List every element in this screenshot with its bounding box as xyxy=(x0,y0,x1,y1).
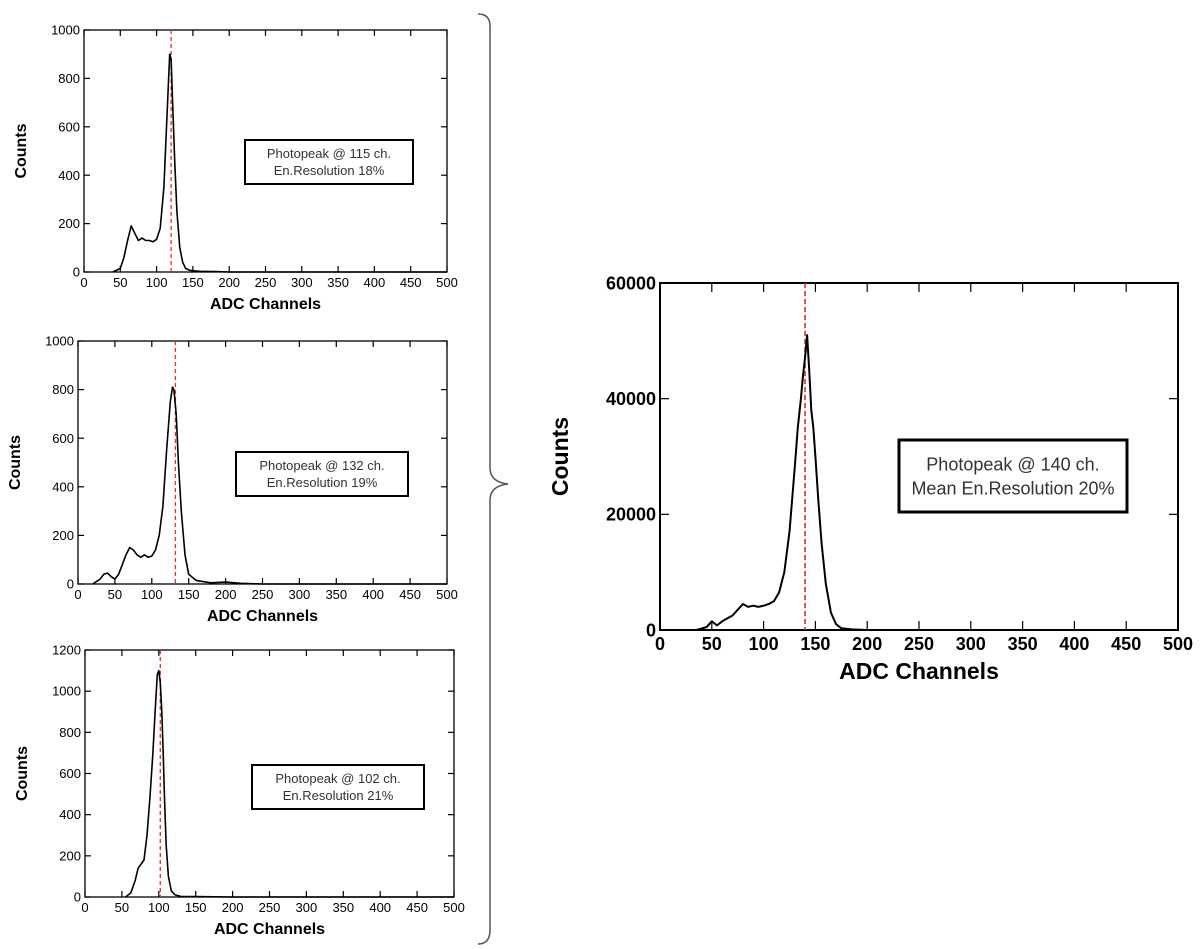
x-tick-label: 300 xyxy=(289,587,311,602)
grouping-bracket xyxy=(477,13,509,945)
x-tick-label: 100 xyxy=(141,587,163,602)
y-tick-label: 400 xyxy=(58,168,80,183)
y-tick-label: 40000 xyxy=(606,389,656,409)
y-tick-label: 800 xyxy=(58,71,80,86)
annotation-text: En.Resolution 18% xyxy=(274,163,385,178)
y-tick-label: 400 xyxy=(59,807,81,822)
x-tick-label: 400 xyxy=(369,900,391,915)
x-tick-label: 50 xyxy=(108,587,122,602)
y-axis-title: Counts xyxy=(7,435,24,490)
annotation-text: Photopeak @ 102 ch. xyxy=(275,771,400,786)
x-axis-title: ADC Channels xyxy=(214,921,325,938)
x-tick-label: 200 xyxy=(218,275,240,290)
y-tick-label: 400 xyxy=(52,479,74,494)
annotation-box xyxy=(897,438,1129,514)
y-tick-label: 800 xyxy=(59,725,81,740)
annotation-text: En.Resolution 19% xyxy=(267,475,378,490)
x-tick-label: 100 xyxy=(146,275,168,290)
x-tick-label: 150 xyxy=(178,587,200,602)
spectrum-line xyxy=(92,386,447,585)
x-tick-label: 200 xyxy=(215,587,237,602)
x-tick-label: 450 xyxy=(1111,634,1141,654)
annotation-text: Mean En.Resolution 20% xyxy=(911,478,1114,498)
y-tick-label: 600 xyxy=(58,119,80,134)
y-tick-label: 1000 xyxy=(45,334,74,349)
x-tick-label: 50 xyxy=(702,634,722,654)
x-tick-label: 250 xyxy=(259,900,281,915)
y-tick-label: 200 xyxy=(59,848,81,863)
y-tick-label: 200 xyxy=(58,216,80,231)
histogram-panel-2: 0 50 100 150 200 250 300 350 400 450 500 0 200 400 600… xyxy=(7,334,458,625)
x-tick-label: 500 xyxy=(443,900,465,915)
x-tick-label: 150 xyxy=(182,275,204,290)
y-tick-label: 0 xyxy=(67,577,74,592)
y-tick-label: 800 xyxy=(52,382,74,397)
y-axis-title: Counts xyxy=(14,746,31,801)
annotation-box xyxy=(251,764,425,810)
x-tick-label: 0 xyxy=(74,587,81,602)
x-tick-label: 250 xyxy=(255,275,277,290)
summed-histogram-panel: 0 50 100 150 200 250 300 350 400 450 500 0 20000 4000… xyxy=(547,273,1193,684)
x-tick-label: 400 xyxy=(1059,634,1089,654)
x-axis-title: ADC Channels xyxy=(839,658,999,684)
histogram-panel-1: 0 50 100 150 200 250 300 350 400 450 500 0 200 400 600… xyxy=(13,23,458,313)
x-tick-label: 50 xyxy=(113,275,127,290)
x-axis-title: ADC Channels xyxy=(210,296,321,313)
spectrum-line xyxy=(112,53,447,273)
x-tick-label: 500 xyxy=(436,587,458,602)
spectrum-line xyxy=(660,334,1178,631)
x-tick-label: 400 xyxy=(362,587,384,602)
y-tick-label: 0 xyxy=(74,890,81,905)
annotation-box xyxy=(235,451,409,497)
x-tick-label: 450 xyxy=(406,900,428,915)
x-tick-label: 150 xyxy=(185,900,207,915)
y-tick-label: 1000 xyxy=(52,684,81,699)
x-tick-label: 350 xyxy=(325,587,347,602)
x-tick-label: 0 xyxy=(655,634,665,654)
x-tick-label: 500 xyxy=(1163,634,1193,654)
y-tick-label: 1200 xyxy=(52,643,81,658)
annotation-text: Photopeak @ 132 ch. xyxy=(259,458,384,473)
x-tick-label: 300 xyxy=(296,900,318,915)
y-tick-label: 600 xyxy=(59,766,81,781)
y-tick-label: 60000 xyxy=(606,273,656,293)
x-tick-label: 250 xyxy=(252,587,274,602)
x-tick-label: 0 xyxy=(81,900,88,915)
y-axis-title: Counts xyxy=(13,123,30,178)
y-tick-label: 1000 xyxy=(51,23,80,38)
x-axis-title: ADC Channels xyxy=(207,608,318,625)
x-tick-label: 350 xyxy=(327,275,349,290)
x-tick-label: 300 xyxy=(956,634,986,654)
x-tick-label: 450 xyxy=(399,587,421,602)
x-tick-label: 200 xyxy=(852,634,882,654)
x-tick-label: 100 xyxy=(749,634,779,654)
x-tick-label: 450 xyxy=(400,275,422,290)
annotation-text: En.Resolution 21% xyxy=(283,788,394,803)
y-tick-label: 600 xyxy=(52,431,74,446)
annotation-box xyxy=(244,139,414,185)
x-tick-label: 0 xyxy=(80,275,87,290)
y-axis-title: Counts xyxy=(547,417,573,496)
y-tick-label: 200 xyxy=(52,528,74,543)
x-tick-label: 500 xyxy=(436,275,458,290)
y-tick-label: 20000 xyxy=(606,505,656,525)
spectrum-line xyxy=(125,669,454,898)
y-tick-label: 0 xyxy=(73,265,80,280)
annotation-text: Photopeak @ 140 ch. xyxy=(926,454,1099,474)
x-tick-label: 400 xyxy=(364,275,386,290)
annotation-text: Photopeak @ 115 ch. xyxy=(267,146,391,161)
x-tick-label: 350 xyxy=(332,900,354,915)
x-tick-label: 300 xyxy=(291,275,313,290)
x-tick-label: 100 xyxy=(148,900,170,915)
x-tick-label: 350 xyxy=(1008,634,1038,654)
histogram-panel-3: 0 50 100 150 200 250 300 350 400 450 500 0 200 400 600… xyxy=(14,643,465,938)
x-tick-label: 50 xyxy=(115,900,129,915)
y-tick-label: 0 xyxy=(646,620,656,640)
x-tick-label: 200 xyxy=(222,900,244,915)
x-tick-label: 150 xyxy=(800,634,830,654)
x-tick-label: 250 xyxy=(904,634,934,654)
